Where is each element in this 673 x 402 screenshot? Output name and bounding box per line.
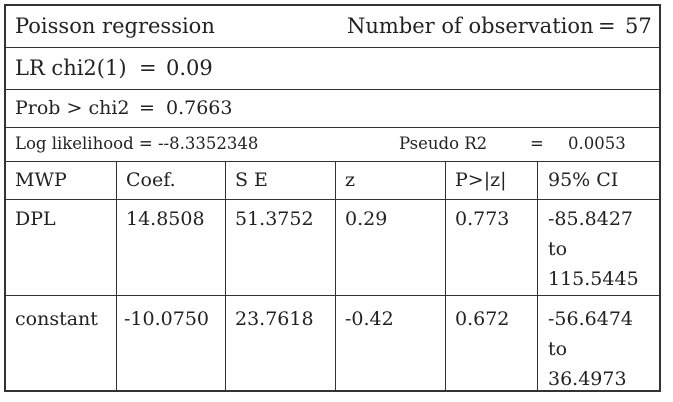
col-header-coef: Coef. [126,169,176,191]
p-value: 0.773 [455,208,510,230]
coef-value: 14.8508 [126,208,205,230]
header-row: Poisson regression Number of observation… [6,6,659,48]
se-value: 51.3752 [235,208,314,230]
col-header-ci: 95% CI [548,169,619,191]
lr-equals: = [139,56,157,80]
ci-cell: -85.8427 to 115.5445 [548,204,639,294]
ci-cell: -56.6474 to 36.4973 [548,304,633,394]
se-value: 23.7618 [235,308,314,330]
ci-high: 36.4973 [548,368,627,390]
table-row: constant -10.0750 23.7618 -0.42 0.672 -5… [6,296,659,390]
nobs-equals: = [598,14,616,38]
ci-low: -85.8427 [548,208,633,230]
pseudo-r2-equals: = [530,134,544,153]
row-name: constant [15,308,98,330]
lr-value: 0.09 [166,56,213,80]
coef-value: -10.0750 [124,308,209,330]
col-header-se: S E [235,169,268,191]
row-name: DPL [15,208,56,230]
regression-table: Poisson regression Number of observation… [4,4,661,392]
col-header-z: z [345,169,356,191]
column-header-row: MWP Coef. S E z P>|z| 95% CI [6,162,659,200]
nobs-label: Number of observation [347,14,594,38]
col-header-mwp: MWP [15,169,67,191]
ci-high: 115.5445 [548,268,639,290]
pseudo-r2-value: 0.0053 [568,134,626,153]
nobs-value: 57 [625,14,652,38]
prob-row: Prob > chi2 = 0.7663 [6,90,659,128]
prob-equals: = [139,97,155,119]
pseudo-r2-label: Pseudo R2 [399,134,488,153]
z-value: 0.29 [345,208,388,230]
ci-low: -56.6474 [548,308,633,330]
ci-to: to [548,338,568,360]
loglik-label: Log likelihood = --8.3352348 [15,134,259,153]
table-row: DPL 14.8508 51.3752 0.29 0.773 -85.8427 … [6,200,659,296]
p-value: 0.672 [455,308,510,330]
prob-value: 0.7663 [166,97,233,119]
model-name: Poisson regression [15,14,215,38]
prob-label: Prob > chi2 [15,97,130,119]
z-value: -0.42 [345,308,394,330]
lr-label: LR chi2(1) [15,56,127,80]
col-header-p: P>|z| [455,169,507,191]
lr-row: LR chi2(1) = 0.09 [6,48,659,90]
ci-to: to [548,238,568,260]
loglik-row: Log likelihood = --8.3352348 Pseudo R2 =… [6,128,659,162]
